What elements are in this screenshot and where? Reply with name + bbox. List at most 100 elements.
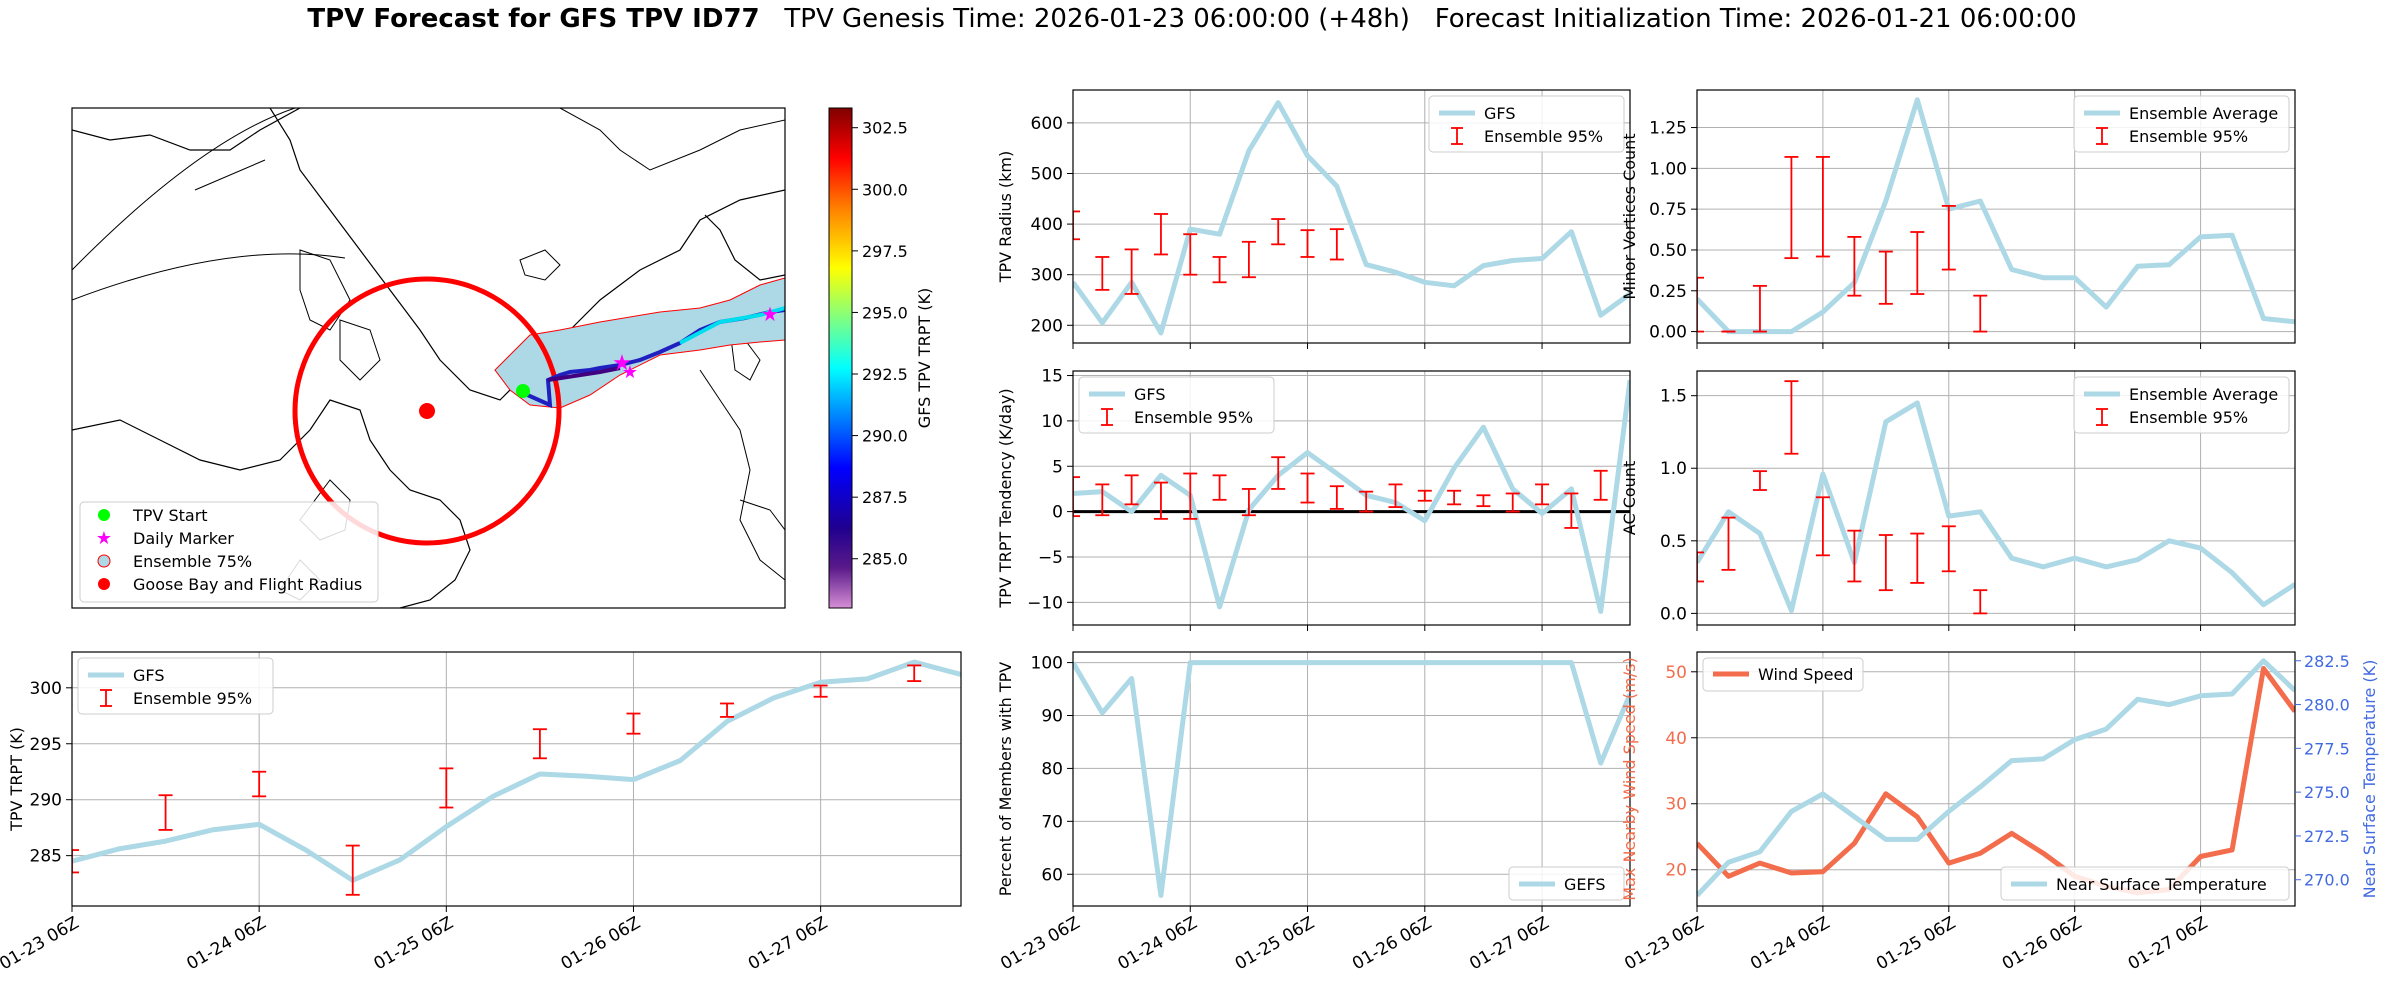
colorbar-label: GFS TPV TRPT (K): [915, 288, 934, 428]
legend-tpv-start-icon: [98, 509, 110, 521]
legend-label: Ensemble 95%: [1134, 408, 1253, 427]
y-tick-label: 300: [1031, 266, 1063, 286]
error-bar: [1073, 210, 1080, 241]
colorbar-tick-label: 297.5: [862, 242, 908, 261]
chart-legend-temperature: Near Surface Temperature: [2000, 866, 2290, 901]
y-tick-label: 0: [1052, 503, 1063, 523]
error-bar: [1752, 284, 1767, 333]
chart-tpv-radius: 200 300 400 500 600 TPV Radius (km) GFS Ensembl…: [996, 89, 1631, 349]
axes-frame: [1696, 89, 2296, 344]
y2-tick-label: 272.5: [2304, 827, 2350, 846]
error-bar: [1124, 248, 1139, 295]
chart-minor-vortices: 0.00 0.25 0.50 0.75 1.00 1.25 Minor Vortices C…: [1620, 89, 2296, 349]
plot-area: [1073, 660, 1630, 898]
colorbar-tick-label: 292.5: [862, 365, 908, 384]
y-tick-label: 90: [1041, 707, 1063, 727]
legend-label: Wind Speed: [1758, 665, 1853, 684]
axes-frame: [1696, 370, 2296, 626]
y-tick-label: 100: [1031, 654, 1063, 674]
error-bar: [1359, 490, 1374, 513]
x-tick-label: 01-26 06Z: [1999, 913, 2085, 974]
error-bar: [439, 767, 454, 809]
series-line-near-surface-temperature: [1697, 658, 2295, 898]
coastline: [72, 108, 301, 151]
error-bar: [1878, 250, 1893, 305]
legend-box: [1508, 866, 1625, 901]
legend-box: [1428, 95, 1625, 153]
y-tick-label: 0.75: [1649, 200, 1687, 220]
error-bar: [1973, 589, 1988, 615]
y-axis-label: TPV TRPT (K): [7, 727, 26, 832]
error-bar: [1878, 534, 1893, 592]
error-bar: [1447, 489, 1462, 506]
series-line-gefs: [1073, 660, 1630, 898]
colorbar: 285.0 287.5 290.0 292.5 295.0 297.5 300.0 302.5…: [828, 107, 934, 609]
y-tick-label: 5: [1052, 457, 1063, 477]
error-bar: [1697, 276, 1704, 333]
y-tick-label: 0.5: [1660, 532, 1687, 552]
title-genesis-time: TPV Genesis Time: 2026-01-23 06:00:00 (+…: [784, 4, 1410, 34]
error-bar: [1784, 380, 1799, 455]
error-bar: [1329, 228, 1344, 261]
colorbar-tick-label: 285.0: [862, 550, 908, 569]
daily-marker: ★: [761, 302, 779, 326]
x-tick-label: 01-25 06Z: [1873, 913, 1959, 974]
y-axis-label: Minor Vortices Count: [1620, 133, 1639, 299]
y2-tick-label: 275.0: [2304, 783, 2350, 802]
x-tick-label: 01-24 06Z: [183, 913, 269, 974]
error-bar: [1241, 488, 1256, 517]
tpv-start-marker: [516, 384, 530, 398]
legend-box: [2000, 866, 2290, 901]
x-tick-label: 01-27 06Z: [745, 913, 831, 974]
error-bar: [1241, 240, 1256, 279]
chart-legend: GEFS: [1508, 866, 1625, 901]
map-panel: ★ ★ ★ TPV Start ★ Daily Marker Ensemble …: [71, 107, 934, 609]
x-tick-label: 01-27 06Z: [1466, 913, 1552, 974]
error-bar: [158, 794, 173, 831]
legend-label: Ensemble Average: [2129, 104, 2278, 123]
y-axis-label: Percent of Members with TPV: [996, 662, 1015, 896]
y-axis-label: AC Count: [1620, 461, 1639, 535]
axes-frame: [1072, 651, 1631, 907]
legend-daily-marker-icon: ★: [96, 528, 112, 549]
error-bar: [1300, 229, 1315, 258]
colorbar-tick-label: 302.5: [862, 119, 908, 138]
legend-label: Ensemble 95%: [1484, 127, 1603, 146]
x-tick-label: 01-24 06Z: [1747, 913, 1833, 974]
chart-legend: GFS Ensemble 95%: [77, 657, 274, 715]
error-bar: [1721, 516, 1736, 571]
error-bar: [1697, 551, 1704, 583]
legend-label: Ensemble 75%: [133, 552, 252, 571]
y-tick-label: 10: [1041, 412, 1063, 432]
legend-label: TPV Start: [132, 506, 208, 525]
coastline-scandinavia: [704, 214, 785, 281]
error-bar: [1271, 456, 1286, 490]
error-bar: [1941, 204, 1956, 271]
y-tick-label: −10: [1027, 593, 1063, 613]
legend-label: GFS: [133, 666, 164, 685]
legend-label: GEFS: [1564, 875, 1606, 894]
x-tick-label: 01-23 06Z: [0, 913, 83, 974]
error-bar: [1388, 483, 1403, 508]
y2-tick-label: 280.0: [2304, 696, 2350, 715]
legend-label: Near Surface Temperature: [2056, 875, 2267, 894]
error-bar: [252, 770, 267, 798]
y-tick-label: 500: [1031, 164, 1063, 184]
island: [339, 319, 381, 381]
error-bar: [1973, 294, 1988, 333]
chart-legend: GFS Ensemble 95%: [1078, 376, 1275, 434]
legend-box: [2073, 376, 2290, 434]
y-tick-label: 0.0: [1660, 604, 1687, 624]
y-tick-label: 0.25: [1649, 282, 1687, 302]
error-bar: [72, 849, 79, 874]
plot-area: [1697, 380, 2295, 615]
plot-area: [1697, 97, 2295, 335]
error-bar: [1564, 492, 1579, 529]
legend-label: Goose Bay and Flight Radius: [133, 575, 362, 594]
map-legend-box: [79, 501, 379, 603]
tpv-track-segment: [547, 366, 621, 382]
error-bar: [1815, 496, 1830, 557]
error-bar: [1153, 481, 1168, 520]
series-line-wind-speed: [1697, 666, 2295, 896]
